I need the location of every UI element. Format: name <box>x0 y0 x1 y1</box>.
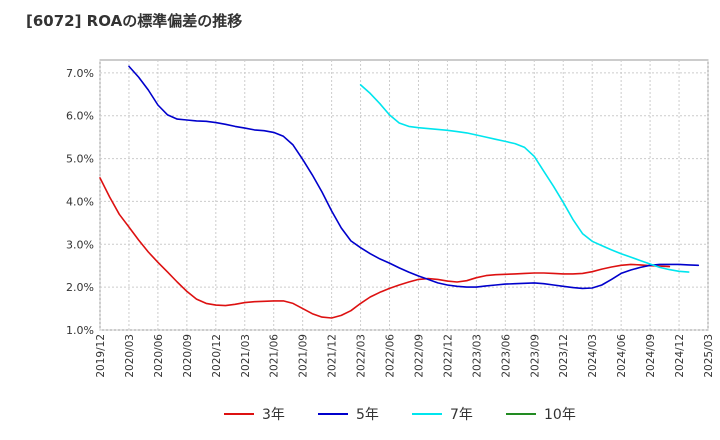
legend-label-3: 7年 <box>450 407 473 423</box>
x-tick-label: 2019/12 <box>95 334 107 378</box>
x-tick-label: 2023/12 <box>558 334 570 378</box>
y-tick-label: 1.0% <box>66 324 94 337</box>
y-tick-label: 7.0% <box>66 67 94 80</box>
y-tick-label: 3.0% <box>66 238 94 251</box>
series-line-2 <box>128 65 700 290</box>
legend-label-2: 5年 <box>356 407 379 423</box>
x-tick-label: 2022/12 <box>442 334 454 378</box>
x-tick-label: 2020/09 <box>182 334 194 378</box>
x-tick-label: 2023/03 <box>471 334 483 378</box>
legend-label-4: 10年 <box>544 407 576 423</box>
chart-title: [6072] ROAの標準偏差の推移 <box>26 12 243 30</box>
plot-area-frame <box>99 59 709 331</box>
y-tick-label: 5.0% <box>66 153 94 166</box>
gridlines <box>99 60 709 331</box>
y-tick-label: 6.0% <box>66 110 94 123</box>
series-line-3 <box>359 84 690 273</box>
x-tick-label: 2024/12 <box>674 334 686 378</box>
series-lines <box>99 65 700 319</box>
x-tick-label: 2022/09 <box>413 334 425 378</box>
x-tick-label: 2023/09 <box>529 334 541 378</box>
x-tick-label: 2022/06 <box>385 334 397 378</box>
x-tick-label: 2021/12 <box>327 334 339 378</box>
x-tick-label: 2025/03 <box>703 334 715 378</box>
x-axis-ticks: 2019/12 2020/03 2020/06 2020/09 2020/12 2021/… <box>95 334 715 378</box>
y-tick-label: 4.0% <box>66 195 94 208</box>
x-tick-label: 2020/06 <box>153 334 165 378</box>
y-tick-label: 2.0% <box>66 281 94 294</box>
x-tick-label: 2020/03 <box>124 334 136 378</box>
x-tick-label: 2024/06 <box>616 334 628 378</box>
x-tick-label: 2020/12 <box>211 334 223 378</box>
x-tick-label: 2021/09 <box>298 334 310 378</box>
x-tick-label: 2024/03 <box>587 334 599 378</box>
series-line-1 <box>99 177 671 319</box>
x-tick-label: 2021/03 <box>240 334 252 378</box>
x-tick-label: 2022/03 <box>356 334 368 378</box>
y-axis-ticks: 1.0% 2.0% 3.0% 4.0% 5.0% 6.0% 7.0% <box>66 67 94 337</box>
legend-label-1: 3年 <box>262 407 285 423</box>
legend: 3年 5年 7年 10年 <box>224 407 576 423</box>
x-tick-label: 2024/09 <box>645 334 657 378</box>
x-tick-label: 2023/06 <box>500 334 512 378</box>
x-tick-label: 2021/06 <box>269 334 281 378</box>
